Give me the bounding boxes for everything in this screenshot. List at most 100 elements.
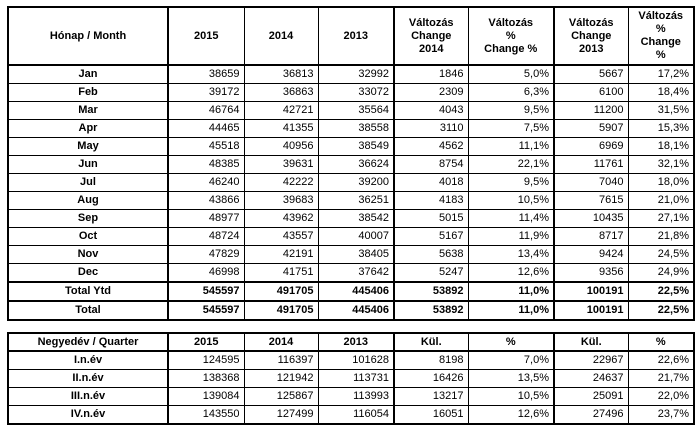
data-cell: 12,6% <box>467 405 555 425</box>
row-label: May <box>7 137 169 156</box>
row-label: Feb <box>7 83 169 102</box>
data-cell: 124595 <box>167 350 245 370</box>
data-cell: 48385 <box>167 155 245 174</box>
data-cell: 24,5% <box>627 245 695 264</box>
data-cell: 48977 <box>167 209 245 228</box>
data-cell: 5,0% <box>467 64 555 84</box>
data-cell: 5907 <box>553 119 629 138</box>
data-cell: 22,1% <box>467 155 555 174</box>
data-cell: 39200 <box>317 173 395 192</box>
data-cell: 40956 <box>243 137 319 156</box>
data-cell: 24637 <box>553 369 629 388</box>
data-cell: 43557 <box>243 227 319 246</box>
data-cell: 2309 <box>393 83 469 102</box>
data-cell: 33072 <box>317 83 395 102</box>
data-cell: 41355 <box>243 119 319 138</box>
data-cell: 113731 <box>317 369 395 388</box>
data-cell: 38542 <box>317 209 395 228</box>
data-cell: 100191 <box>553 281 629 302</box>
data-cell: 46764 <box>167 101 245 120</box>
row-label: Jun <box>7 155 169 174</box>
row-label: Jul <box>7 173 169 192</box>
data-cell: 40007 <box>317 227 395 246</box>
data-cell: 21,7% <box>627 369 695 388</box>
row-label-header: Hónap / Month <box>7 6 169 66</box>
data-cell: 545597 <box>167 281 245 302</box>
data-cell: 6,3% <box>467 83 555 102</box>
column-header: 2013 <box>317 332 395 352</box>
row-label: IV.n.év <box>7 405 169 425</box>
data-cell: 22,6% <box>627 350 695 370</box>
data-cell: 5667 <box>553 64 629 84</box>
data-cell: 32,1% <box>627 155 695 174</box>
data-cell: 43866 <box>167 191 245 210</box>
row-label: Total Ytd <box>7 281 169 302</box>
data-cell: 38659 <box>167 64 245 84</box>
table-row: III.n.év 139084 125867 113993 13217 10,5% 2509… <box>7 387 695 406</box>
data-cell: 31,5% <box>627 101 695 120</box>
data-cell: 11,0% <box>467 281 555 302</box>
table-row: Sep 48977 43962 38542 5015 11,4% 10435 27,1% <box>7 209 695 228</box>
data-cell: 8717 <box>553 227 629 246</box>
row-label: Jan <box>7 64 169 84</box>
data-cell: 4562 <box>393 137 469 156</box>
column-header: Változás Change 2013 <box>553 6 629 66</box>
data-cell: 125867 <box>243 387 319 406</box>
data-cell: 8198 <box>393 350 469 370</box>
row-label: Nov <box>7 245 169 264</box>
row-label: Apr <box>7 119 169 138</box>
table-row: Nov 47829 42191 38405 5638 13,4% 9424 24,5% <box>7 245 695 264</box>
row-label: Mar <box>7 101 169 120</box>
data-cell: 38405 <box>317 245 395 264</box>
data-cell: 127499 <box>243 405 319 425</box>
table-row: Jan 38659 36813 32992 1846 5,0% 5667 17,2% <box>7 64 695 84</box>
data-cell: 7615 <box>553 191 629 210</box>
data-cell: 48724 <box>167 227 245 246</box>
data-cell: 9356 <box>553 263 629 283</box>
table-row: IV.n.év 143550 127499 116054 16051 12,6% 27496… <box>7 405 695 425</box>
data-cell: 44465 <box>167 119 245 138</box>
row-label: II.n.év <box>7 369 169 388</box>
data-cell: 139084 <box>167 387 245 406</box>
column-header: 2013 <box>317 6 395 66</box>
row-label-header: Negyedév / Quarter <box>7 332 169 352</box>
data-cell: 11,0% <box>467 300 555 321</box>
data-cell: 27496 <box>553 405 629 425</box>
data-cell: 116397 <box>243 350 319 370</box>
data-cell: 38558 <box>317 119 395 138</box>
data-cell: 17,2% <box>627 64 695 84</box>
data-cell: 7,0% <box>467 350 555 370</box>
data-cell: 32992 <box>317 64 395 84</box>
data-cell: 11,9% <box>467 227 555 246</box>
column-header: Kül. <box>393 332 469 352</box>
data-cell: 445406 <box>317 281 395 302</box>
data-cell: 18,1% <box>627 137 695 156</box>
data-cell: 5638 <box>393 245 469 264</box>
data-cell: 36251 <box>317 191 395 210</box>
total-row: Total 545597 491705 445406 53892 11,0% 100191 2… <box>7 300 695 321</box>
data-cell: 4043 <box>393 101 469 120</box>
data-cell: 491705 <box>243 281 319 302</box>
data-cell: 100191 <box>553 300 629 321</box>
data-cell: 11,1% <box>467 137 555 156</box>
row-label: Sep <box>7 209 169 228</box>
column-header: 2015 <box>167 332 245 352</box>
data-cell: 36813 <box>243 64 319 84</box>
column-header: Változás % Change % <box>467 6 555 66</box>
table-row: Oct 48724 43557 40007 5167 11,9% 8717 21,8% <box>7 227 695 246</box>
quarterly-table: Negyedév / Quarter 2015 2014 2013 Kül.% Kül.%… <box>7 332 695 425</box>
data-cell: 45518 <box>167 137 245 156</box>
header-row: Hónap / Month 2015 2014 2013 Változás Change… <box>7 6 695 66</box>
data-cell: 5015 <box>393 209 469 228</box>
column-header: Kül. <box>553 332 629 352</box>
data-cell: 36863 <box>243 83 319 102</box>
data-cell: 46998 <box>167 263 245 283</box>
data-cell: 1846 <box>393 64 469 84</box>
data-cell: 10,5% <box>467 191 555 210</box>
data-cell: 3110 <box>393 119 469 138</box>
table-row: Mar 46764 42721 35564 4043 9,5% 11200 31,5% <box>7 101 695 120</box>
row-label: I.n.év <box>7 350 169 370</box>
data-cell: 9,5% <box>467 173 555 192</box>
data-cell: 22967 <box>553 350 629 370</box>
